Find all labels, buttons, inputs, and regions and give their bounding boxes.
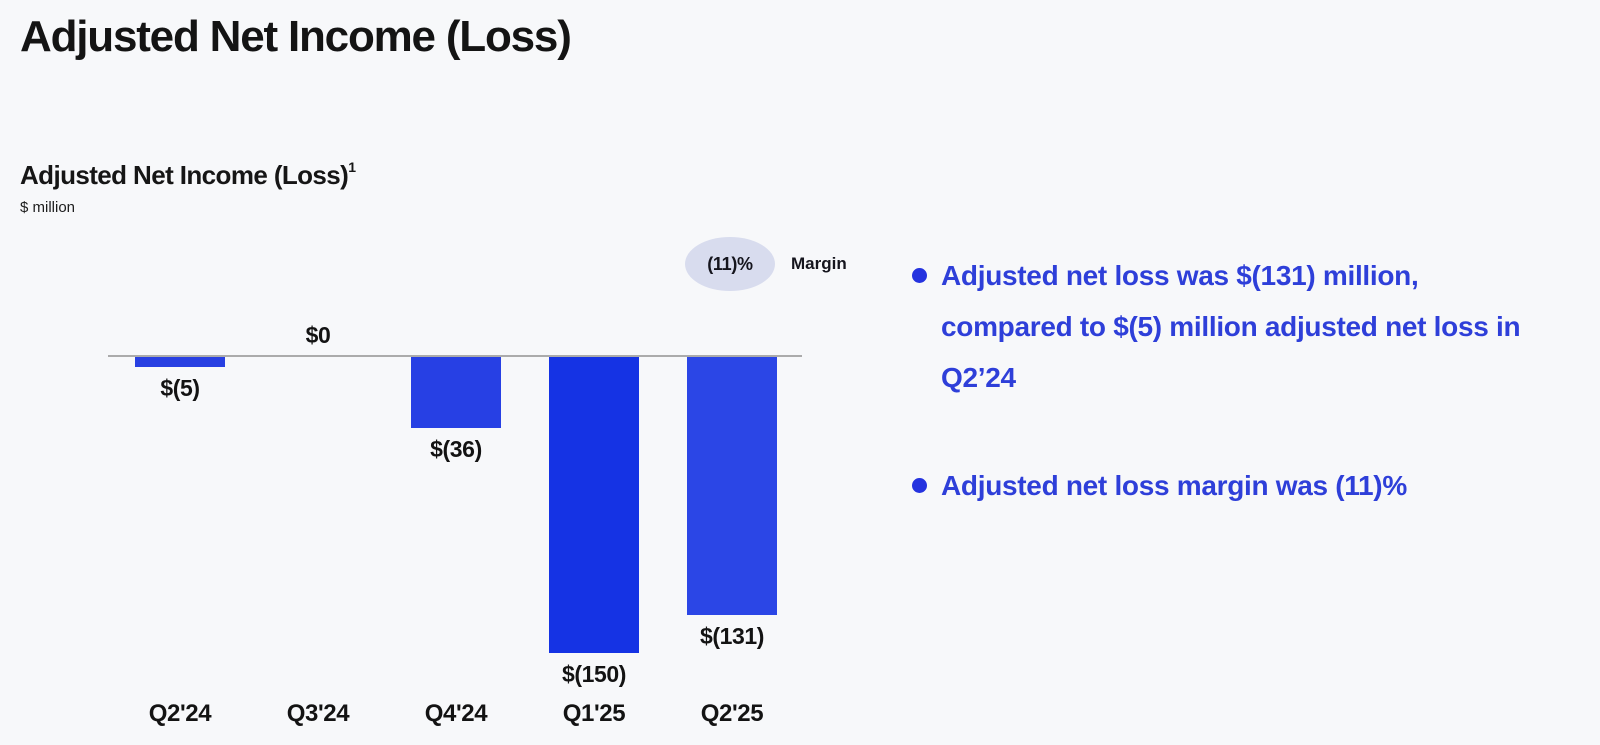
footnote-marker: 1 [348, 159, 356, 176]
bullet-text-2: Adjusted net loss margin was (11)% [941, 460, 1407, 511]
axis-label-q2-24: Q2'24 [148, 700, 212, 727]
axis-label-q4-24: Q4'24 [424, 700, 488, 727]
bar-q2-24 [135, 357, 225, 367]
chart-unit-label: $ million [20, 199, 76, 216]
margin-badge: (11)% [685, 237, 775, 291]
bullet-item-1: Adjusted net loss was $(131) million, co… [912, 250, 1572, 403]
value-label-q4-24: $(36) [430, 436, 482, 462]
bullet-1-line-3: Q2’24 [941, 362, 1016, 393]
value-label-q2-24: $(5) [160, 375, 200, 401]
bullet-1-line-1: Adjusted net loss was $(131) million, [941, 260, 1419, 291]
margin-badge-value: (11)% [707, 253, 753, 274]
bullet-2-line-1: Adjusted net loss margin was (11)% [941, 470, 1407, 501]
value-label-q3-24: $0 [305, 322, 331, 348]
chart-title-text: Adjusted Net Income (Loss) [20, 160, 349, 190]
margin-badge-label: Margin [791, 254, 847, 273]
bullet-text-1: Adjusted net loss was $(131) million, co… [941, 250, 1521, 403]
value-label-q1-25: $(150) [561, 661, 627, 687]
zero-axis-line [108, 355, 802, 357]
axis-label-q1-25: Q1'25 [562, 700, 626, 727]
value-label-q2-25: $(131) [699, 623, 765, 649]
bar-q2-25 [687, 357, 777, 615]
page-title: Adjusted Net Income (Loss) [20, 12, 572, 61]
bar-q1-25 [549, 357, 639, 653]
axis-label-q3-24: Q3'24 [286, 700, 350, 727]
bullet-1-line-2: compared to $(5) million adjusted net lo… [941, 311, 1521, 342]
bullet-dot-icon [912, 268, 927, 283]
highlights-panel: Adjusted net loss was $(131) million, co… [912, 250, 1572, 511]
bullet-dot-icon [912, 478, 927, 493]
axis-label-q2-25: Q2'25 [700, 700, 764, 727]
chart-title: Adjusted Net Income (Loss)1 [20, 159, 356, 191]
bullet-item-2: Adjusted net loss margin was (11)% [912, 460, 1572, 511]
bar-q4-24 [411, 357, 501, 428]
